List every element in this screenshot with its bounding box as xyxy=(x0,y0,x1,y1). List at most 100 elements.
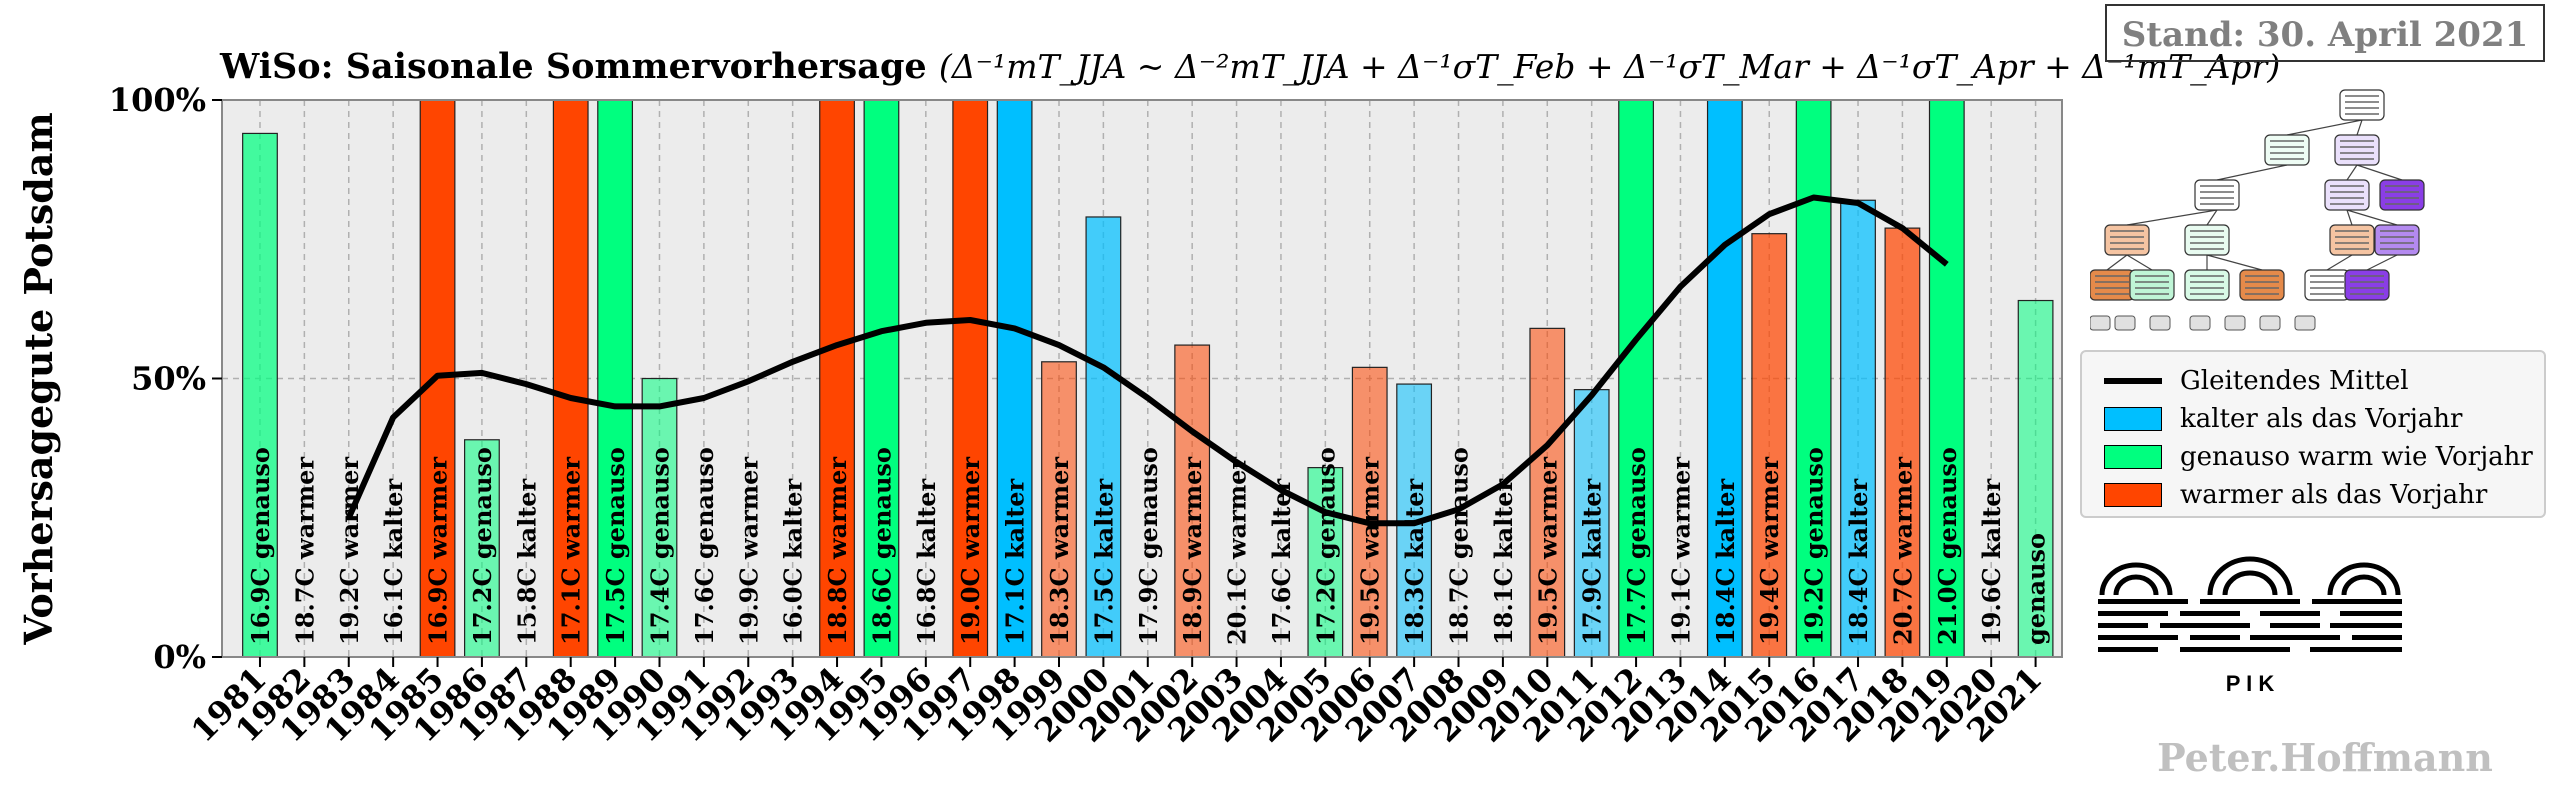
tree-leaf xyxy=(2090,315,2111,331)
bar-1998 xyxy=(996,99,1033,658)
tree-node xyxy=(2239,269,2285,301)
bar-label: 20.1C warmer xyxy=(1223,457,1252,645)
tree-node xyxy=(2324,179,2370,211)
bar-label: 19.6C kalter xyxy=(1977,478,2006,645)
bar-label: 18.9C warmer xyxy=(1178,457,1207,645)
tree-edge xyxy=(2106,254,2128,271)
bar-label: 18.3C warmer xyxy=(1045,457,1074,645)
legend: Gleitendes Mittel kalter als das Vorjahr… xyxy=(2080,350,2546,518)
bar-2005 xyxy=(1307,467,1344,658)
decision-tree-thumbnail xyxy=(2090,89,2425,331)
bar-2019 xyxy=(1928,99,1965,658)
bar-label: 15.8C kalter xyxy=(512,478,541,645)
tree-node xyxy=(2374,224,2420,256)
bar-1999 xyxy=(1041,361,1077,658)
bar-label: 20.7C warmer xyxy=(1888,457,1917,645)
legend-swatch-genauso xyxy=(2104,445,2162,469)
bar-2016 xyxy=(1795,99,1832,658)
bar-label: 16.9C warmer xyxy=(424,457,453,645)
pik-logo-text: P I K xyxy=(2226,671,2275,696)
tree-edge xyxy=(2356,164,2403,181)
bar-label: 18.4C kalter xyxy=(1711,478,1740,645)
tree-node xyxy=(2329,224,2375,256)
tree-node xyxy=(2104,224,2150,256)
tree-node xyxy=(2339,89,2385,121)
bar-label: 19.2C warmer xyxy=(335,457,364,645)
bar-label: 18.7C warmer xyxy=(290,457,319,645)
bar-label: 17.1C kalter xyxy=(1001,478,1030,645)
bar-1981 xyxy=(242,132,278,658)
tree-edge xyxy=(2206,209,2218,226)
tree-node xyxy=(2184,269,2230,301)
tree-node xyxy=(2090,269,2135,301)
tree-edge xyxy=(2286,119,2363,136)
moving-average xyxy=(346,194,1949,527)
bar-label: 19.2C genauso xyxy=(1800,447,1829,645)
legend-swatch-kalter xyxy=(2104,407,2162,431)
tree-node xyxy=(2194,179,2240,211)
bar-label: 16.1C kalter xyxy=(379,478,408,645)
bar-label: 18.6C genauso xyxy=(867,447,896,645)
bar-label: 17.7C genauso xyxy=(1622,447,1651,645)
tree-edge xyxy=(2356,119,2363,136)
tree-node xyxy=(2304,269,2350,301)
chart-title-formula: (Δ⁻¹mT_JJA ~ Δ⁻²mT_JJA + Δ⁻¹σT_Feb + Δ⁻¹… xyxy=(938,47,2281,86)
bar-label: 19.1C warmer xyxy=(1666,457,1695,645)
bar-label: 17.5C kalter xyxy=(1089,478,1118,645)
tree-leaf xyxy=(2149,315,2171,331)
bar-label: 17.6C genauso xyxy=(690,447,719,645)
bar-label: 18.7C genauso xyxy=(1445,447,1474,645)
bar-label: 17.4C genauso xyxy=(645,447,674,645)
bar-label: 16.0C kalter xyxy=(779,478,808,645)
bar-label: 17.6C kalter xyxy=(1267,478,1296,645)
bar-label: 16.8C kalter xyxy=(912,478,941,645)
chart-title: WiSo: Saisonale Sommervorhersage (Δ⁻¹mT_… xyxy=(220,46,2280,87)
tree-node xyxy=(2334,134,2380,166)
legend-label: warmer als das Vorjahr xyxy=(2180,480,2488,510)
bar-label: 18.3C kalter xyxy=(1400,478,1429,645)
bar-1994 xyxy=(819,99,855,658)
legend-swatch-warmer xyxy=(2104,483,2162,507)
legend-item-kalter: kalter als das Vorjahr xyxy=(2104,402,2462,436)
bar-2011 xyxy=(1573,389,1610,658)
tree-edge xyxy=(2216,164,2288,181)
bar-1986 xyxy=(464,439,500,658)
bar-label: 18.1C kalter xyxy=(1489,478,1518,645)
bar-label: 17.9C kalter xyxy=(1578,478,1607,645)
bar-label: 17.1C warmer xyxy=(557,457,586,645)
legend-label: genauso warm wie Vorjahr xyxy=(2180,442,2533,472)
legend-label: kalter als das Vorjahr xyxy=(2180,404,2463,434)
author-credit: Peter.Hoffmann xyxy=(2157,735,2493,780)
legend-label: Gleitendes Mittel xyxy=(2180,366,2409,396)
bars xyxy=(242,99,2054,658)
bar-label: 19.5C warmer xyxy=(1533,457,1562,645)
bar-2015 xyxy=(1751,233,1788,658)
bar-label: 21.0C genauso xyxy=(1933,447,1962,645)
bar-label: 19.0C warmer xyxy=(956,457,985,645)
tree-leaf xyxy=(2114,315,2136,331)
bar-label: genauso xyxy=(2022,533,2051,645)
bar-2010 xyxy=(1529,327,1566,658)
bar-2006 xyxy=(1351,366,1388,658)
tree-edge xyxy=(2346,209,2353,226)
moving-average-line xyxy=(346,194,1949,527)
bar-label: 16.9C genauso xyxy=(246,447,275,645)
bar-1990 xyxy=(641,377,678,658)
tree-node xyxy=(2379,179,2425,211)
tree-edge xyxy=(2126,209,2218,226)
tree-edge xyxy=(2326,254,2353,271)
bar-label: 18.8C warmer xyxy=(823,457,852,645)
tree-edge xyxy=(2346,209,2398,226)
bar-2017 xyxy=(1840,199,1876,658)
tree-node xyxy=(2184,224,2230,256)
bar-label: 17.2C genauso xyxy=(468,447,497,645)
legend-line-icon xyxy=(2104,378,2162,384)
bar-label: 18.4C kalter xyxy=(1844,478,1873,645)
tree-leaf xyxy=(2294,315,2316,331)
tree-leaf xyxy=(2224,315,2246,331)
tree-leaf xyxy=(2259,315,2281,331)
bar-2002 xyxy=(1174,344,1211,658)
bar-labels: 16.9C genauso 18.7C warmer 19.2C warmer 16.… xyxy=(246,447,2051,645)
bar-label: 17.5C genauso xyxy=(601,447,630,645)
pik-logo: P I K xyxy=(2098,556,2402,696)
